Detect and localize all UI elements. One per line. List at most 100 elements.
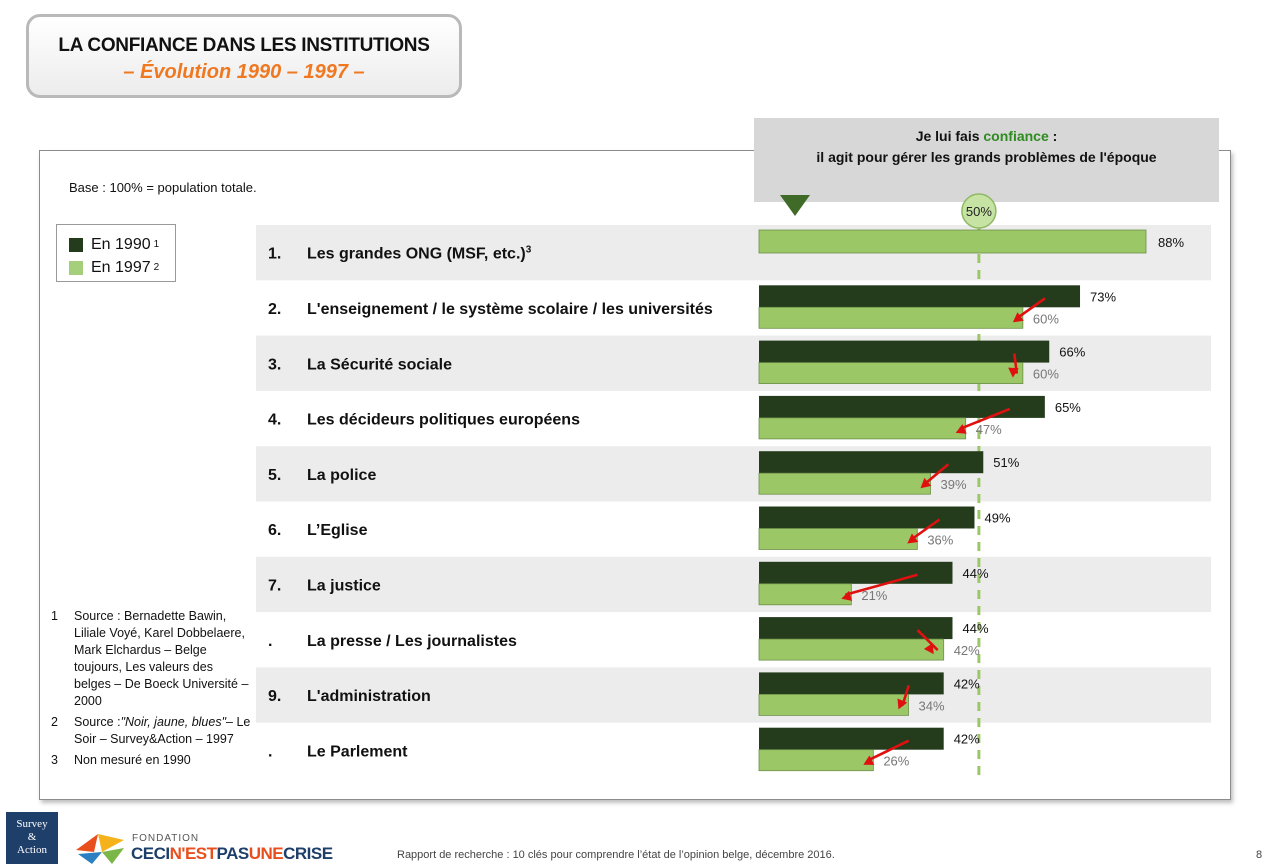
footnote-1: 1 Source : Bernadette Bawin, Liliale Voy… (51, 608, 251, 710)
category-number: 3. (268, 356, 281, 373)
ceci-part: CRISE (283, 844, 333, 863)
decrease-arrow (1016, 297, 1046, 320)
row-background (256, 446, 1211, 502)
ceci-part: CECI (131, 844, 170, 863)
bar-1990 (759, 340, 1050, 363)
value-label-1997: 60% (1033, 311, 1059, 326)
category-number: 6. (268, 522, 281, 539)
category-number: 4. (268, 412, 281, 429)
category-label: Les décideurs politiques européens (307, 412, 580, 429)
question-box: Je lui fais confiance : il agit pour gér… (754, 118, 1219, 202)
category-number: . (268, 633, 272, 650)
decrease-arrow-head (1012, 312, 1024, 323)
bar-1997 (758, 528, 918, 550)
category-number: 7. (268, 577, 281, 594)
value-label-1990: 66% (1059, 345, 1085, 360)
category-number: . (268, 743, 272, 760)
bar-1990 (759, 285, 1081, 308)
decrease-arrow-head (897, 698, 908, 710)
survey-action-logo: Survey & Action (6, 812, 58, 864)
decrease-arrow-head (841, 590, 853, 601)
bar-1997 (758, 417, 967, 440)
category-label: La Sécurité sociale (307, 356, 452, 373)
footnote-text-before: Source : (74, 715, 121, 729)
value-label-1997: 26% (883, 754, 909, 769)
legend-swatch-1997 (69, 260, 83, 275)
ceci-part: UNE (248, 844, 284, 863)
bar-1990 (759, 451, 984, 474)
bar-1997 (758, 694, 909, 716)
value-label-1990: 49% (984, 511, 1010, 526)
decrease-arrow (866, 739, 910, 762)
footnote-text: Source :"Noir, jaune, blues"– Le Soir – … (74, 714, 251, 748)
value-label-1997: 60% (1033, 367, 1059, 382)
footnote-text-after: – Le Soir – Survey&Action – 1997 (74, 715, 251, 746)
category-number: 5. (268, 467, 281, 484)
reference-marker (961, 193, 997, 229)
value-label-1990: 44% (963, 566, 989, 581)
bar-1997 (758, 638, 945, 661)
decrease-arrow (923, 463, 950, 486)
decrease-arrow-head (923, 643, 934, 655)
question-line2: il agit pour gérer les grands problèmes … (816, 149, 1157, 165)
reference-label: 50% (966, 204, 992, 219)
legend-label-1997: En 1997 (91, 258, 151, 276)
footnote-text: Non mesuré en 1990 (74, 753, 191, 767)
ceci-part: PAS (216, 844, 250, 863)
footnote-num: 2 (51, 715, 58, 729)
value-label-1990: 51% (993, 455, 1019, 470)
category-label: L'enseignement / le système scolaire / l… (307, 301, 713, 318)
footnote-2: 2 Source :"Noir, jaune, blues"– Le Soir … (51, 714, 251, 748)
footnote-text: Source : Bernadette Bawin, Liliale Voyé,… (74, 609, 249, 708)
bar-1990 (759, 395, 1045, 418)
legend-sup-1990: 1 (153, 239, 160, 250)
category-label: Le Parlement (307, 743, 408, 760)
row-background (256, 667, 1211, 723)
value-label-1997: 21% (861, 588, 887, 603)
bar-1997 (758, 472, 931, 495)
question-highlight: confiance (983, 128, 1049, 144)
value-label-1997: 34% (919, 698, 945, 713)
category-label: La presse / Les journalistes (307, 633, 517, 650)
bar-1997 (758, 306, 1024, 329)
row-background (256, 556, 1211, 613)
decrease-arrow (916, 629, 939, 652)
question-after: : (1048, 128, 1058, 144)
decrease-arrow (959, 407, 1011, 431)
bar-1990 (759, 561, 953, 584)
category-label: La police (307, 467, 376, 484)
value-label-1990: 42% (954, 676, 980, 691)
decrease-arrow-head (1008, 367, 1019, 378)
category-label: L’Eglise (307, 522, 368, 539)
page-number: 8 (1256, 849, 1263, 861)
category-number: 1. (268, 246, 281, 263)
bar-1990 (759, 506, 975, 529)
value-label-1990: 73% (1090, 289, 1116, 304)
legend-sup-1997: 2 (153, 262, 160, 273)
bar-1997 (758, 229, 1147, 254)
category-label: Les grandes ONG (MSF, etc.)3 (307, 245, 532, 263)
category-number: 2. (268, 301, 281, 318)
question-before: Je lui fais (915, 128, 984, 144)
bar-1990 (759, 727, 944, 750)
logo-text: Action (17, 844, 47, 856)
legend-item-1997: En 1997 2 (69, 256, 175, 279)
bar-1997 (758, 749, 874, 772)
row-background (256, 335, 1211, 391)
page-title: LA CONFIANCE DANS LES INSTITUTIONS (58, 35, 430, 56)
pointer-triangle-icon (780, 195, 810, 216)
value-label-1997: 39% (941, 477, 967, 492)
decrease-arrow-head (863, 755, 875, 765)
value-label-1997: 42% (954, 643, 980, 658)
ceci-part: N'EST (169, 844, 217, 863)
footnote-text-italic: "Noir, jaune, blues" (120, 715, 227, 729)
fondation-label: FONDATION (132, 833, 200, 844)
page-subtitle: – Évolution 1990 – 1997 – (123, 61, 365, 83)
title-box: LA CONFIANCE DANS LES INSTITUTIONS – Évo… (26, 14, 462, 98)
category-label: L'administration (307, 688, 431, 705)
bar-1997 (758, 583, 852, 606)
category-sup: 3 (526, 245, 532, 256)
decrease-arrow (910, 518, 941, 541)
category-label: La justice (307, 577, 381, 594)
